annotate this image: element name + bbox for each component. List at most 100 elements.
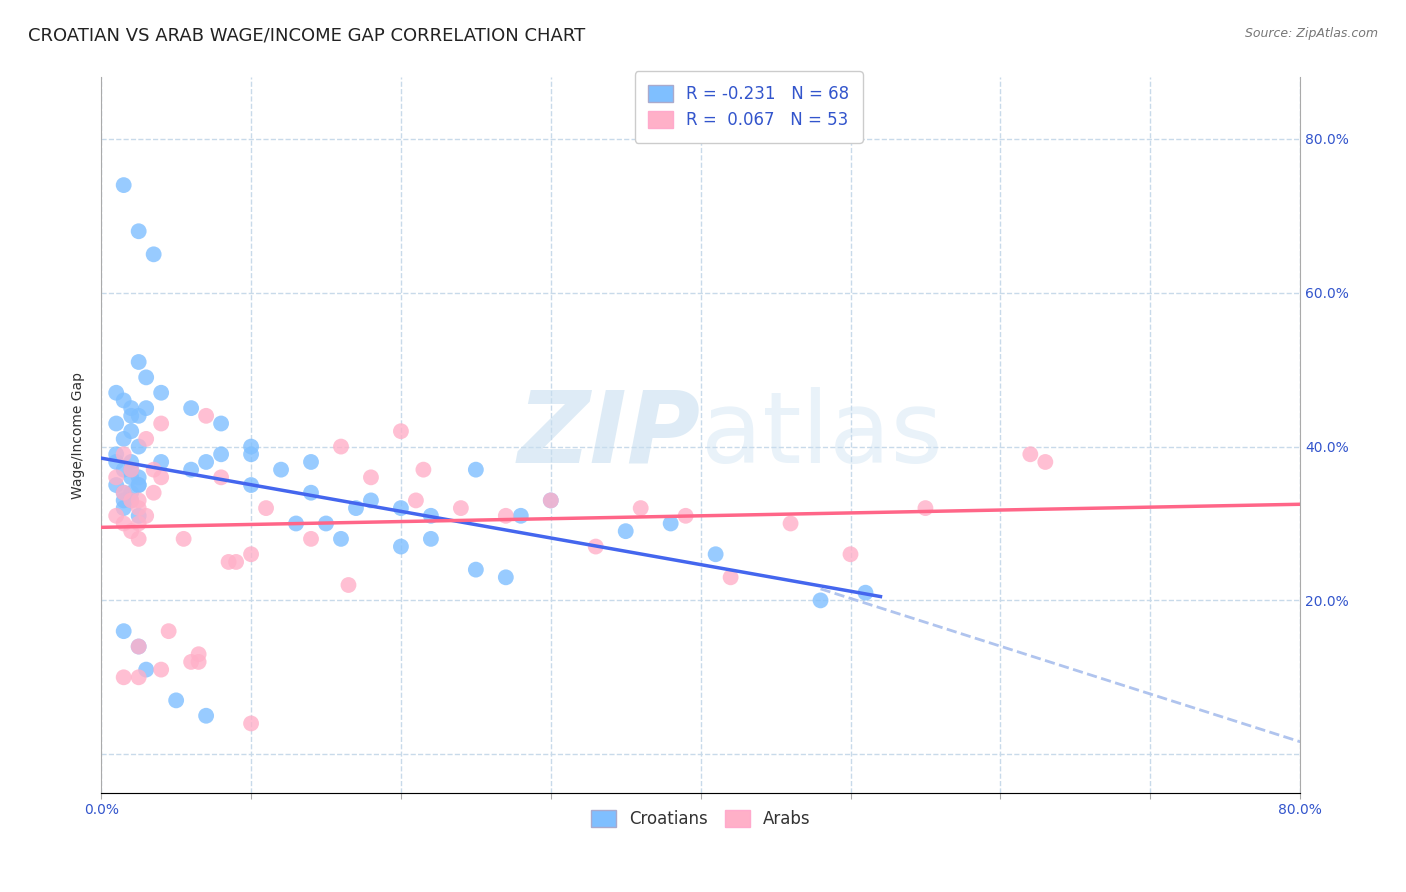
Point	[128, 440, 150, 454]
Point	[120, 463, 142, 477]
Point	[209, 470, 232, 484]
Point	[614, 524, 637, 538]
Point	[105, 470, 128, 484]
Point	[173, 532, 195, 546]
Point	[779, 516, 801, 531]
Point	[105, 417, 128, 431]
Point	[1019, 447, 1042, 461]
Point	[142, 485, 165, 500]
Point	[150, 470, 173, 484]
Point	[209, 417, 232, 431]
Point	[128, 478, 150, 492]
Point	[495, 570, 517, 584]
Point	[128, 470, 150, 484]
Point	[128, 670, 150, 684]
Point	[150, 385, 173, 400]
Point	[128, 640, 150, 654]
Point	[112, 670, 135, 684]
Point	[419, 532, 441, 546]
Point	[150, 417, 173, 431]
Point	[105, 455, 128, 469]
Point	[157, 624, 180, 639]
Point	[112, 432, 135, 446]
Point	[112, 463, 135, 477]
Point	[659, 516, 682, 531]
Text: ZIP: ZIP	[517, 386, 700, 483]
Point	[299, 485, 322, 500]
Point	[630, 501, 652, 516]
Point	[855, 585, 877, 599]
Point	[128, 516, 150, 531]
Point	[120, 424, 142, 438]
Point	[509, 508, 531, 523]
Point	[299, 455, 322, 469]
Point	[254, 501, 277, 516]
Point	[135, 663, 157, 677]
Point	[240, 478, 263, 492]
Point	[112, 447, 135, 461]
Point	[150, 455, 173, 469]
Point	[810, 593, 832, 607]
Point	[195, 455, 218, 469]
Point	[585, 540, 607, 554]
Point	[128, 355, 150, 369]
Point	[128, 501, 150, 516]
Point	[112, 393, 135, 408]
Point	[675, 508, 697, 523]
Point	[914, 501, 936, 516]
Point	[142, 247, 165, 261]
Point	[240, 440, 263, 454]
Point	[187, 647, 209, 661]
Point	[225, 555, 247, 569]
Point	[209, 447, 232, 461]
Point	[128, 508, 150, 523]
Point	[112, 485, 135, 500]
Point	[128, 224, 150, 238]
Point	[120, 493, 142, 508]
Point	[112, 501, 135, 516]
Point	[270, 463, 292, 477]
Point	[120, 470, 142, 484]
Point	[105, 478, 128, 492]
Point	[1033, 455, 1056, 469]
Point	[464, 463, 486, 477]
Point	[120, 463, 142, 477]
Point	[180, 655, 202, 669]
Point	[120, 493, 142, 508]
Point	[360, 493, 382, 508]
Point	[240, 447, 263, 461]
Point	[135, 432, 157, 446]
Point	[128, 532, 150, 546]
Point	[128, 640, 150, 654]
Point	[120, 485, 142, 500]
Point	[389, 501, 412, 516]
Point	[135, 401, 157, 416]
Point	[142, 463, 165, 477]
Point	[218, 555, 240, 569]
Point	[360, 470, 382, 484]
Point	[195, 708, 218, 723]
Point	[120, 455, 142, 469]
Point	[120, 524, 142, 538]
Point	[389, 424, 412, 438]
Point	[112, 493, 135, 508]
Point	[419, 508, 441, 523]
Point	[187, 655, 209, 669]
Point	[240, 716, 263, 731]
Point	[337, 578, 360, 592]
Point	[180, 401, 202, 416]
Point	[112, 624, 135, 639]
Text: atlas: atlas	[700, 386, 942, 483]
Point	[330, 532, 353, 546]
Point	[412, 463, 434, 477]
Point	[128, 493, 150, 508]
Point	[120, 409, 142, 423]
Point	[540, 493, 562, 508]
Point	[180, 463, 202, 477]
Point	[315, 516, 337, 531]
Point	[128, 478, 150, 492]
Text: Source: ZipAtlas.com: Source: ZipAtlas.com	[1244, 27, 1378, 40]
Point	[720, 570, 742, 584]
Point	[105, 508, 128, 523]
Text: CROATIAN VS ARAB WAGE/INCOME GAP CORRELATION CHART: CROATIAN VS ARAB WAGE/INCOME GAP CORRELA…	[28, 27, 585, 45]
